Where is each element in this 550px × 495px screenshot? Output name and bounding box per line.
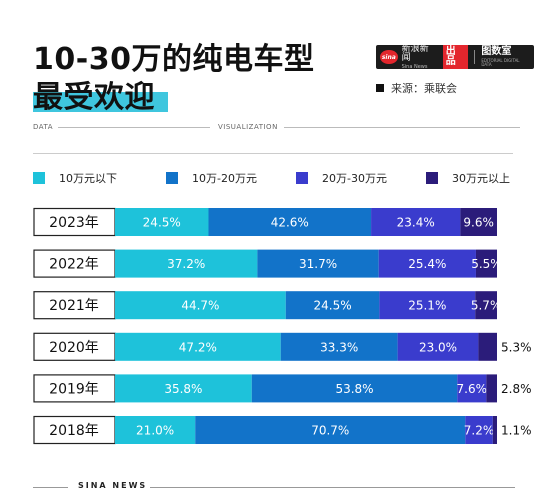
data-label: 33.3% [320, 340, 358, 354]
data-label: 21.0% [136, 424, 174, 438]
legend-item: 10万-20万元 [166, 170, 257, 186]
data-label: 25.4% [408, 257, 446, 271]
source-note: 来源：乘联会 [376, 80, 457, 96]
legend-item: 20万-30万元 [296, 170, 387, 186]
legend-swatch [296, 172, 308, 184]
data-label: 23.0% [419, 340, 457, 354]
year-label: 2023年 [49, 215, 99, 231]
data-label: 7.2% [464, 424, 495, 438]
bar-segment [115, 332, 281, 361]
bar-segment [115, 208, 209, 236]
data-label: 25.1% [408, 299, 446, 313]
brand-banner: sina 新浪新闻 Sina News 出品 图数室 EDITORIAL DIG… [376, 43, 534, 70]
year-label-box [33, 415, 116, 445]
year-label: 2020年 [49, 340, 99, 356]
data-label: 44.7% [181, 299, 219, 313]
footer-label: SINA NEWS [78, 481, 148, 490]
bar-segment [280, 332, 398, 361]
divider-line [58, 127, 210, 128]
data-label: 53.8% [335, 382, 373, 396]
divider-line [284, 127, 520, 128]
visualization-label: VISUALIZATION [218, 123, 278, 131]
stacked-bar-chart: 2023年 24.5% 42.6% 23.4% 9.6% 2022年 37.2% 31.7% 2… [33, 207, 532, 445]
data-label: 35.8% [164, 382, 202, 396]
data-label: 1.1% [501, 424, 532, 438]
legend-item: 10万元以下 [33, 170, 117, 186]
year-label: 2019年 [49, 381, 99, 397]
data-label: 37.2% [167, 257, 205, 271]
bar-segment [115, 249, 258, 278]
bar-segment [251, 374, 458, 403]
bar-segment [486, 374, 497, 403]
bar-segment [195, 416, 466, 444]
legend-item: 30万元以上 [426, 170, 510, 186]
bar-segment [379, 291, 476, 320]
page-title: 10-30万的纯电车型 [33, 42, 315, 77]
brand2-name-en: EDITORIAL DIGITAL DATA [481, 58, 520, 67]
data-label: 7.6% [457, 382, 488, 396]
chart-legend: 10万元以下 10万-20万元 20万-30万元 30万元以上 [0, 170, 550, 186]
brand-name-en: Sina News [401, 63, 428, 70]
sina-logo-icon: sina [380, 50, 398, 64]
produced-badge: 出品 [442, 45, 469, 69]
data-label: 9.6% [463, 216, 494, 230]
bar-segment [475, 249, 497, 278]
bar-segment [465, 416, 493, 444]
bar-segment [208, 208, 372, 236]
bar-segment [115, 416, 196, 444]
data-label: 24.5% [143, 216, 181, 230]
data-label: 31.7% [299, 257, 337, 271]
legend-label: 10万元以下 [59, 172, 117, 185]
year-label: 2022年 [49, 257, 99, 273]
square-bullet-icon [376, 84, 384, 92]
legend-swatch [33, 172, 45, 184]
bar-segment [115, 291, 286, 320]
legend-label: 20万-30万元 [322, 172, 387, 185]
bar-segment [457, 374, 487, 403]
year-label-box [33, 332, 116, 361]
data-label: 5.5% [471, 257, 502, 271]
bar-segment [371, 208, 461, 236]
year-label: 2021年 [49, 298, 99, 314]
bar-segment [475, 291, 497, 320]
bar-segment [378, 249, 476, 278]
brand2-name: 图数室 [481, 46, 512, 57]
data-label: 5.7% [471, 299, 502, 313]
divider-line [33, 153, 513, 154]
bar-segment [115, 374, 252, 403]
data-label: 5.3% [501, 340, 532, 354]
footer-line [150, 487, 515, 488]
year-label: 2018年 [49, 423, 99, 439]
data-label: 24.5% [313, 299, 351, 313]
bar-segment [460, 208, 497, 236]
brand-name: 新浪新闻 [401, 43, 429, 63]
title-highlight [33, 92, 168, 112]
page-subtitle: 最受欢迎 [33, 80, 155, 115]
legend-swatch [166, 172, 178, 184]
brand-divider [474, 50, 476, 64]
data-label: 47.2% [179, 340, 217, 354]
bar-segment [257, 249, 379, 278]
data-label: 70.7% [311, 424, 349, 438]
source-text: 来源：乘联会 [391, 82, 457, 95]
data-label: DATA [33, 123, 54, 131]
legend-swatch [426, 172, 438, 184]
data-label: 2.8% [501, 382, 532, 396]
legend-label: 10万-20万元 [192, 172, 257, 185]
legend-label: 30万元以上 [452, 172, 510, 185]
bar-segment [285, 291, 380, 320]
bar-segment [492, 416, 497, 444]
data-label: 23.4% [397, 216, 435, 230]
bar-segment [478, 332, 497, 361]
bar-segment [397, 332, 479, 361]
data-label: 42.6% [271, 216, 309, 230]
footer-line [33, 487, 68, 488]
